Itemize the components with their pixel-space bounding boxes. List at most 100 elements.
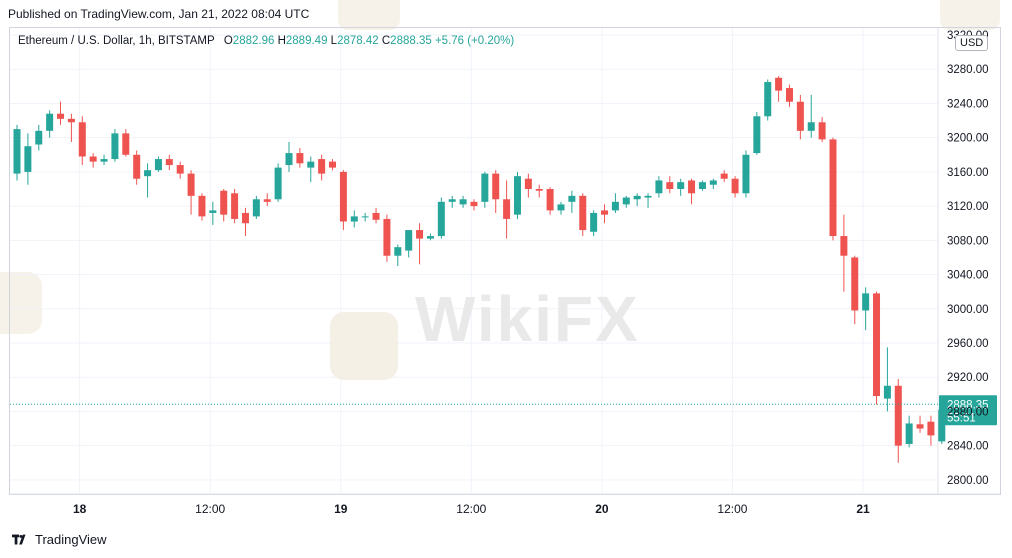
candle-body — [568, 195, 576, 202]
candle-body — [296, 153, 304, 164]
x-tick-label: 12:00 — [195, 502, 225, 516]
candle-body — [100, 159, 108, 162]
candle-body — [176, 165, 184, 174]
y-tick-label: 2920.00 — [947, 372, 989, 384]
candle-body — [688, 180, 696, 194]
candle-body — [883, 385, 891, 399]
candle-body — [35, 130, 43, 145]
y-tick-label: 3240.00 — [947, 98, 989, 110]
candle-body — [894, 385, 902, 446]
ohlc-legend: Ethereum / U.S. Dollar, 1h, BITSTAMP O28… — [18, 35, 514, 47]
candle-body — [731, 178, 739, 194]
candle-body — [350, 216, 358, 222]
candle-body — [579, 195, 587, 231]
candle-body — [78, 122, 86, 157]
candle-body — [698, 182, 706, 189]
candle-body — [655, 180, 663, 194]
candle-body — [905, 423, 913, 444]
change-value: +5.76 (+0.20%) — [434, 35, 515, 47]
tradingview-logo-icon — [12, 534, 26, 544]
candle-body — [611, 201, 619, 211]
brand-label: TradingView — [35, 532, 107, 547]
candle-body — [644, 195, 652, 198]
watermark-text: WikiFX — [415, 283, 640, 355]
low-label: L — [330, 35, 338, 47]
y-tick-label: 2840.00 — [947, 441, 989, 453]
bar-countdown: 55:51 — [947, 412, 976, 424]
candle-body — [666, 182, 674, 189]
candle-body — [785, 88, 793, 102]
currency-badge[interactable]: USD — [955, 35, 989, 51]
candle-body — [796, 101, 804, 131]
candle-body — [862, 293, 870, 311]
watermark-logo — [338, 0, 400, 30]
y-tick-label: 3160.00 — [947, 167, 989, 179]
high-value: 2889.49 — [285, 35, 328, 47]
candle-body — [274, 167, 282, 200]
candle-body — [470, 201, 478, 207]
candle-body — [318, 159, 326, 174]
open-value: 2882.96 — [232, 35, 275, 47]
close-label: C — [381, 35, 391, 47]
candle-body — [709, 180, 717, 185]
candle-body — [459, 199, 467, 205]
y-tick-label: 3200.00 — [947, 133, 989, 145]
candle-body — [372, 212, 380, 220]
candle-body — [557, 204, 565, 211]
candle-body — [165, 159, 173, 166]
candle-body — [535, 189, 543, 191]
candle-body — [111, 133, 119, 160]
candle-body — [361, 216, 369, 218]
candle-body — [122, 133, 130, 155]
candle-body — [513, 176, 521, 215]
candle-body — [285, 153, 293, 166]
price-axis[interactable]: 2800.00 2840.00 2880.00 2920.00 2960.00 3000.… — [947, 30, 989, 487]
candle-body — [448, 199, 456, 202]
candle-body — [383, 218, 391, 256]
y-tick-label: 2880.00 — [947, 406, 989, 418]
candle-body — [307, 161, 315, 168]
high-label: H — [277, 35, 286, 47]
candle-body — [46, 113, 54, 131]
candle-body — [416, 230, 424, 239]
candle-body — [938, 409, 946, 442]
candle-body — [807, 122, 815, 131]
candle-body — [329, 161, 337, 168]
last-price-tag — [939, 395, 997, 426]
candle-body — [241, 212, 249, 224]
y-tick-label: 2960.00 — [947, 338, 989, 350]
candle-body — [426, 236, 434, 239]
low-value: 2878.42 — [337, 35, 379, 47]
candle-body — [840, 236, 848, 256]
candle-body — [720, 173, 728, 179]
candle-body — [524, 178, 532, 189]
x-tick-label: 21 — [856, 502, 870, 516]
candle-body — [927, 421, 935, 436]
candle-body — [590, 212, 598, 232]
y-tick-label: 3000.00 — [947, 304, 989, 316]
candle-body — [24, 146, 32, 172]
x-tick-label: 12:00 — [456, 502, 486, 516]
candle-body — [67, 118, 75, 123]
y-tick-label: 2800.00 — [947, 475, 989, 487]
candle-body — [89, 156, 97, 162]
candle-body — [601, 210, 609, 215]
candle-body — [622, 197, 630, 205]
candle-body — [742, 154, 750, 194]
footer-brand[interactable]: TradingView — [12, 532, 107, 547]
candle-body — [677, 182, 685, 189]
time-axis[interactable]: 18 12:00 19 12:00 20 12:00 21 — [73, 502, 870, 516]
candle-body — [133, 154, 141, 179]
candle-body — [775, 77, 783, 91]
close-value: 2888.35 — [390, 35, 432, 47]
candle-body — [263, 199, 271, 202]
candle-body — [13, 129, 21, 174]
candle-body — [144, 170, 152, 177]
grid — [10, 28, 1000, 495]
candle-body — [231, 193, 239, 219]
y-tick-label: 3080.00 — [947, 235, 989, 247]
x-tick-label: 20 — [595, 502, 609, 516]
candle-body — [209, 210, 217, 213]
symbol-label: Ethereum / U.S. Dollar, 1h, BITSTAMP — [18, 35, 215, 47]
